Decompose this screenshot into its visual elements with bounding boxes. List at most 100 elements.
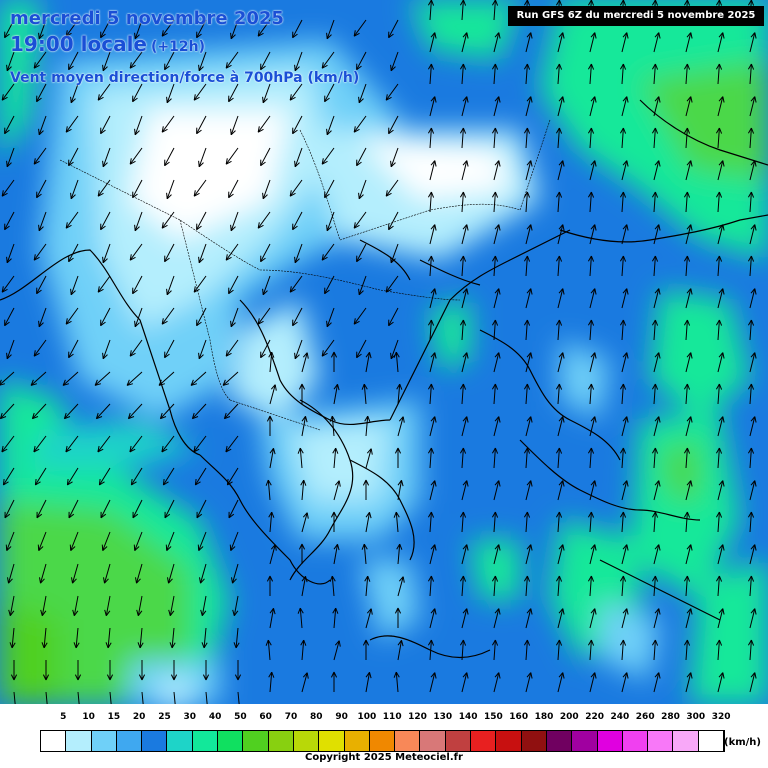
wind-arrow (166, 179, 175, 199)
wind-arrow-head (494, 480, 500, 486)
wind-arrow-head (205, 674, 210, 681)
wind-arrow (685, 416, 692, 437)
wind-arrow (429, 319, 432, 341)
wind-arrow (1, 179, 15, 197)
wind-arrow (356, 51, 367, 70)
wind-arrow (429, 255, 432, 277)
wind-arrow-head (161, 32, 168, 37)
wind-arrow-head (622, 32, 628, 38)
wind-arrow-head (462, 639, 467, 646)
legend-swatch (445, 731, 472, 751)
wind-arrow-head (622, 160, 628, 166)
wind-arrow (134, 19, 143, 39)
wind-arrow-head (690, 288, 693, 295)
wind-arrow-head (365, 672, 370, 678)
wind-arrow-head (654, 639, 659, 646)
wind-arrow (461, 96, 468, 117)
wind-arrow-head (332, 607, 337, 614)
wind-arrow-head (491, 575, 496, 582)
wind-arrow-head (333, 351, 338, 358)
wind-arrow (589, 224, 596, 245)
wind-arrow-head (402, 576, 405, 583)
wind-arrow-head (590, 224, 596, 230)
wind-arrow-head (686, 672, 692, 678)
wind-arrow (129, 147, 143, 165)
wind-arrow-head (100, 513, 107, 519)
wind-arrow-head (558, 544, 564, 550)
wind-arrow (6, 531, 15, 551)
wind-arrow-head (302, 352, 308, 358)
wind-arrow-head (169, 642, 173, 649)
wind-arrow-head (459, 63, 464, 70)
wind-arrow (4, 499, 15, 519)
wind-arrow-head (562, 288, 565, 295)
wind-arrow-head (562, 416, 565, 423)
wind-arrow-head (1, 445, 4, 452)
wind-arrow (493, 639, 496, 661)
wind-arrow-head (385, 192, 392, 197)
wind-arrow-head (434, 416, 437, 423)
wind-arrow-head (562, 32, 565, 39)
wind-arrow-head (193, 286, 196, 293)
wind-arrow-head (558, 639, 563, 646)
legend-swatch (648, 731, 674, 751)
wind-arrow-head (6, 352, 8, 359)
wind-arrow (390, 243, 399, 263)
wind-arrow-head (466, 352, 469, 359)
wind-arrow-head (38, 322, 44, 328)
wind-arrow-head (127, 412, 131, 419)
wind-arrow (621, 608, 628, 629)
wind-arrow (589, 575, 592, 597)
wind-arrow (525, 288, 532, 309)
wind-arrow-head (654, 127, 659, 134)
wind-arrow (2, 467, 15, 486)
color-legend: 5 10 15 20 25 30 40 50 60 70 80 90 100 110 120 130 140 15… (0, 704, 768, 768)
wind-arrow-head (466, 96, 469, 103)
wind-arrow-head (334, 480, 340, 486)
wind-arrow (429, 63, 432, 85)
wind-arrow (589, 672, 596, 693)
wind-arrow (429, 672, 436, 693)
wind-arrow-head (686, 288, 692, 294)
wind-arrow-head (686, 255, 691, 262)
wind-arrow-head (430, 447, 435, 454)
wind-arrow-head (594, 288, 597, 295)
legend-swatch (218, 731, 244, 751)
wind-arrow-head (385, 96, 392, 101)
wind-arrow-head (683, 447, 688, 454)
wind-arrow-head (68, 353, 74, 359)
wind-arrow-head (321, 350, 324, 357)
wind-arrow (717, 255, 720, 277)
wind-arrow (717, 639, 720, 661)
wind-arrow-head (40, 578, 45, 584)
wind-arrow-head (747, 319, 752, 326)
wind-arrow (557, 224, 564, 245)
wind-arrow (653, 608, 660, 629)
wind-arrow (365, 672, 370, 693)
wind-arrow-head (390, 162, 396, 168)
wind-arrow (6, 339, 15, 359)
wind-arrow-head (590, 288, 596, 294)
wind-arrow-head (558, 447, 563, 454)
wind-arrow-head (324, 289, 330, 295)
wind-arrow-head (526, 127, 531, 134)
wind-arrow (164, 51, 175, 70)
wind-arrow-head (747, 255, 752, 262)
wind-arrow-head (686, 480, 692, 486)
legend-swatch (572, 731, 598, 751)
wind-arrow-head (754, 96, 757, 103)
wind-arrow-head (690, 160, 693, 167)
wind-arrow-head (750, 544, 756, 550)
wind-arrow-head (622, 0, 627, 6)
wind-arrow-head (430, 160, 436, 166)
wind-arrow (685, 544, 692, 565)
wind-arrow (365, 448, 372, 469)
wind-arrow-head (459, 191, 464, 198)
wind-arrow-head (260, 161, 266, 167)
wind-arrow (100, 19, 111, 38)
wind-arrow (1, 83, 15, 101)
wind-arrow (461, 160, 468, 181)
wind-arrow-head (722, 32, 725, 39)
wind-arrow-head (654, 160, 660, 166)
wind-arrow (429, 383, 432, 405)
